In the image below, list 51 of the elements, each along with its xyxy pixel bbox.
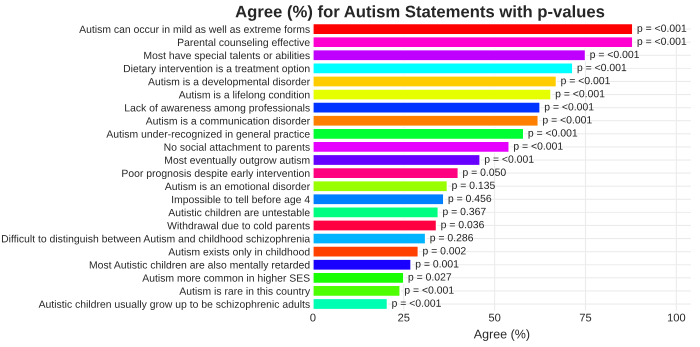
annotation: p = 0.367 [443, 208, 486, 218]
annotation: p = <0.001 [484, 155, 534, 165]
y-tick-label: Autism is a lifelong condition [178, 90, 310, 100]
annotation: p = <0.001 [590, 50, 639, 60]
annotation: p = 0.027 [408, 273, 452, 283]
y-tick-label: Most Autistic children are also mentally retarded [90, 260, 310, 271]
y-tick-label: Autism is a developmental disorder [148, 78, 310, 88]
y-tick-label: Lack of awareness among professionals [125, 104, 310, 114]
y-tick-label: Autism can occur in mild as well as extreme forms [79, 25, 310, 33]
annotation: p = <0.001 [561, 76, 610, 86]
annotation: p = 0.135 [452, 182, 495, 192]
annotation: p = <0.001 [528, 129, 578, 139]
y-tick-label: Autism more common in higher SES [142, 274, 310, 284]
annotation: p = 0.050 [463, 168, 506, 178]
annotation: p = <0.001 [578, 64, 626, 74]
x-tick-label: 75 [580, 314, 592, 322]
annotation: p = <0.001 [638, 24, 686, 34]
y-tick-label: Autism is a communication disorder [146, 116, 310, 125]
annotation: p = <0.001 [392, 299, 441, 309]
y-tick-label: Dietary intervention is a treatment option [124, 64, 310, 74]
x-axis-title: Agree (%) [474, 329, 530, 341]
x-tick-label: 25 [398, 314, 410, 322]
y-tick-label: Most eventually outgrow autism [165, 156, 310, 166]
y-tick-label: Most have special talents or abilities [144, 52, 310, 62]
y-tick-label: Autism is an emotional disorder [164, 182, 310, 190]
chart-title: Agree (%) for Autism Statements with p-values [236, 5, 604, 21]
annotation: p = <0.001 [543, 116, 592, 126]
y-tick-label: Parental counseling effective [178, 38, 310, 48]
y-tick-label: Withdrawal due to cold parents [167, 222, 310, 232]
x-tick-label: 0 [310, 314, 316, 322]
annotation: p = 0.001 [416, 260, 458, 270]
annotation: p = <0.001 [544, 103, 594, 113]
annotation: p = 0.002 [423, 247, 466, 257]
annotation: p = <0.001 [514, 142, 563, 152]
y-tick-label: Autism is rare in this country [179, 287, 310, 297]
y-tick-label: Autistic children are untestable [168, 208, 310, 216]
annotation: p = 0.036 [441, 220, 484, 230]
y-tick-label: Impossible to tell before age 4 [172, 196, 310, 206]
annotation: p = <0.001 [404, 286, 454, 296]
annotation: p = <0.001 [638, 38, 686, 48]
x-tick-label: 50 [488, 314, 500, 322]
y-tick-label: Autism exists only in childhood [168, 248, 310, 258]
x-tick-label: 100 [668, 314, 686, 322]
annotation: p = <0.001 [556, 90, 604, 100]
y-tick-label: Autism under-recognized in general practice [106, 130, 310, 140]
y-tick-label: No social attachment to parents [164, 143, 310, 153]
annotation: p = 0.286 [430, 234, 474, 244]
y-tick-label: Autistic children usually grow up to be schizophrenic adults [38, 300, 310, 310]
annotation: p = 0.456 [448, 194, 492, 204]
y-tick-label: Difficult to distinguish between Autism and childhood schizophrenia [2, 234, 310, 244]
y-tick-label: Poor prognosis despite early intervention [122, 169, 310, 180]
